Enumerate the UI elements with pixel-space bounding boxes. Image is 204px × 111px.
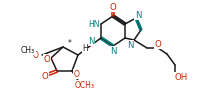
Text: N: N [127,41,133,50]
Text: O: O [74,69,80,78]
Text: O: O [110,3,116,12]
Text: OH: OH [174,72,188,81]
Text: N: N [88,37,94,46]
Text: O: O [44,55,50,63]
Text: *: * [68,39,72,48]
Text: CH₃: CH₃ [21,46,35,55]
Text: O: O [33,51,39,59]
Text: H: H [82,44,88,53]
Text: N: N [135,11,141,20]
Text: O: O [155,40,161,49]
Text: HN: HN [88,20,100,29]
Text: O: O [42,71,48,80]
Text: OCH₃: OCH₃ [75,80,95,89]
Text: N: N [110,47,116,56]
